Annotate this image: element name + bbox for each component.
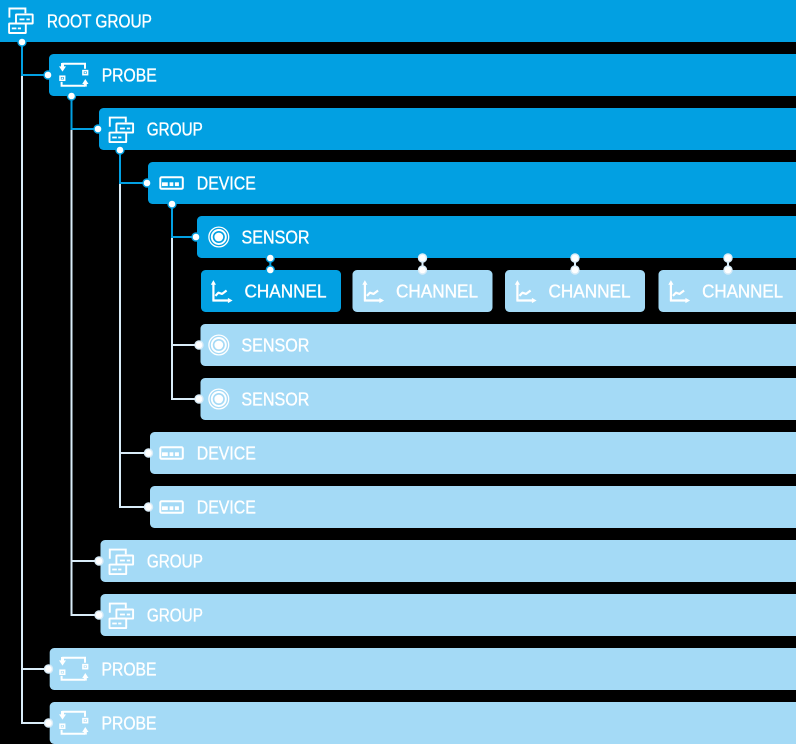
svg-text:PROBE: PROBE [102,65,157,85]
svg-text:CHANNEL: CHANNEL [396,281,478,301]
svg-text:PROBE: PROBE [102,659,157,679]
svg-text:DEVICE: DEVICE [197,443,256,463]
svg-text:CHANNEL: CHANNEL [245,281,327,301]
svg-text:GROUP: GROUP [147,119,203,139]
svg-text:CHANNEL: CHANNEL [702,281,783,301]
svg-text:DEVICE: DEVICE [197,173,256,193]
svg-text:GROUP: GROUP [147,551,203,571]
svg-text:ROOT GROUP: ROOT GROUP [47,11,152,31]
svg-text:CHANNEL: CHANNEL [549,281,631,301]
svg-text:GROUP: GROUP [147,605,203,625]
svg-text:SENSOR: SENSOR [241,335,309,355]
svg-text:SENSOR: SENSOR [241,389,309,409]
svg-text:DEVICE: DEVICE [197,497,256,517]
svg-text:PROBE: PROBE [102,713,157,733]
svg-text:SENSOR: SENSOR [242,227,310,247]
